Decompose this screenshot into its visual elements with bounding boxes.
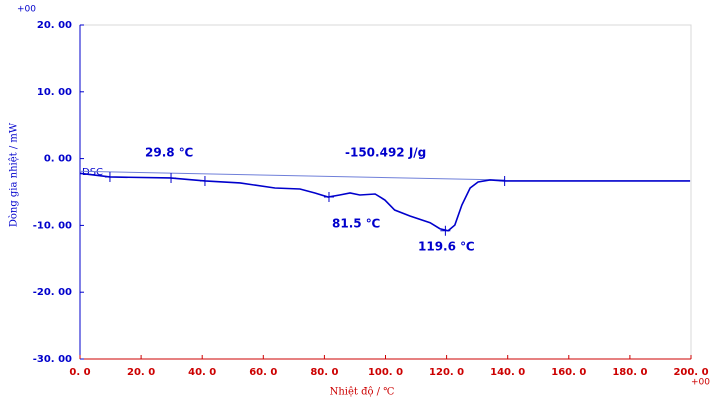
x-tick-label: 120. 0 (429, 367, 464, 378)
x-exponent: +00 (691, 378, 710, 388)
y-tick-label: 20. 00 (37, 20, 72, 31)
y-exponent: +00 (17, 5, 36, 15)
point-marker (499, 175, 510, 186)
x-tick-label: 20. 0 (127, 367, 155, 378)
point-marker (104, 171, 115, 182)
annotation: -150.492 J/g (345, 146, 426, 160)
point-marker (440, 225, 451, 236)
curve-label: DSC (82, 167, 103, 178)
x-tick-label: 140. 0 (490, 367, 525, 378)
x-tick-label: 0. 0 (69, 367, 90, 378)
x-tick-label: 200. 0 (673, 367, 708, 378)
y-axis-label: Dòng gia nhiệt / mW (9, 122, 20, 227)
point-marker (166, 172, 177, 183)
x-axis-label: Nhiệt độ / ℃ (330, 387, 395, 398)
point-marker (199, 175, 210, 186)
annotation: 81.5 ℃ (332, 217, 380, 231)
x-tick-label: 160. 0 (551, 367, 586, 378)
plot-frame (79, 24, 692, 360)
dsc-curve (79, 172, 691, 232)
x-tick-label: 80. 0 (310, 367, 338, 378)
y-tick-label: -20. 00 (33, 287, 72, 298)
point-marker (323, 192, 334, 203)
y-tick-label: -30. 00 (33, 354, 72, 365)
y-tick-label: 10. 00 (37, 87, 72, 98)
baseline (79, 170, 505, 181)
x-tick-label: 100. 0 (368, 367, 403, 378)
annotation: 119.6 ℃ (418, 240, 475, 254)
y-tick-label: 0. 00 (44, 154, 72, 165)
annotation: 29.8 ℃ (145, 146, 193, 160)
x-tick-label: 180. 0 (612, 367, 647, 378)
x-tick-label: 40. 0 (188, 367, 216, 378)
x-tick-label: 60. 0 (249, 367, 277, 378)
y-tick-label: -10. 00 (33, 220, 72, 231)
